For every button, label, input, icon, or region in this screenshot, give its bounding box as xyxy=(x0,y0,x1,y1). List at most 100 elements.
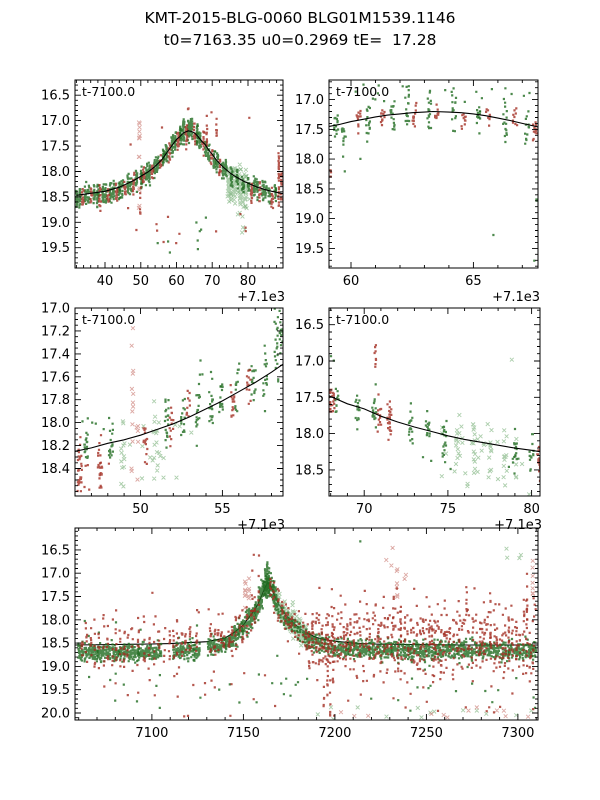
y-tick-label: 18.4 xyxy=(41,462,70,477)
y-tick-label: 17.2 xyxy=(41,324,70,339)
scatter-green-dots xyxy=(508,635,536,662)
y-tick-label: 17.0 xyxy=(295,93,324,108)
y-tick-label: 17.8 xyxy=(41,393,70,408)
x-tick-label: 75 xyxy=(440,502,457,517)
scatter-green-dots xyxy=(367,635,393,664)
figure-title: KMT-2015-BLG-0060 BLG01M1539.1146 xyxy=(144,9,456,27)
panel-top-left: 40 50 60 70 80 16.5 17.0 17.5 18.0 18.5 19.0 19.5 t-… xyxy=(41,79,285,305)
y-tick-label: 19.5 xyxy=(295,242,324,257)
scatter-green-dots xyxy=(320,632,350,659)
y-tick-label: 17.0 xyxy=(41,114,70,129)
x-tick-label: 50 xyxy=(133,274,150,289)
plot-frame xyxy=(328,79,539,269)
plot-frame xyxy=(74,307,284,497)
scatter-red-dots xyxy=(329,344,540,482)
y-tick-label: 20.0 xyxy=(41,707,70,722)
panel-time-offset-label: t-7100.0 xyxy=(82,84,135,99)
panel-time-offset-label: t-7100.0 xyxy=(82,312,135,327)
axis-ticks xyxy=(329,308,540,496)
x-tick-label: 7200 xyxy=(318,726,351,741)
scatter-green-crosses xyxy=(118,399,194,489)
panel-top-right: 60 65 17.0 17.5 18.0 18.5 19.0 19.5 t-7100.0 +7.1… xyxy=(295,79,540,305)
y-tick-label: 17.5 xyxy=(295,391,324,406)
scatter-green-dots xyxy=(158,637,197,663)
plot-frame xyxy=(328,307,541,497)
scatter-green-dots xyxy=(96,639,121,664)
y-tick-label: 19.5 xyxy=(41,241,70,256)
y-tick-label: 18.5 xyxy=(295,463,324,478)
scatter-red-dots xyxy=(399,596,440,684)
scatter-green-dots xyxy=(178,117,199,146)
scatter-red-dots xyxy=(362,595,403,682)
scatter-green-dots xyxy=(410,638,436,664)
scatter-red-dots xyxy=(150,122,221,180)
y-tick-label: 18.0 xyxy=(295,153,324,168)
scatter-green-dots xyxy=(117,169,144,201)
scatter-green-dots xyxy=(95,179,122,209)
model-curve xyxy=(76,130,283,196)
scatter-red-dots xyxy=(76,368,252,493)
x-tick-label: 50 xyxy=(132,502,149,517)
x-tick-label: 7150 xyxy=(227,726,260,741)
x-tick-label: 65 xyxy=(465,274,482,289)
scatter-red-dots xyxy=(436,603,482,683)
scatter-green-dots xyxy=(161,127,183,167)
scatter-green-dots xyxy=(296,622,325,655)
y-tick-label: 17.4 xyxy=(41,347,70,362)
scatter-green-dots xyxy=(333,85,482,146)
x-tick-label: 60 xyxy=(168,274,185,289)
model-curve xyxy=(75,363,283,452)
scatter-green-dots xyxy=(457,636,483,665)
x-tick-label: 70 xyxy=(356,502,373,517)
y-tick-label: 17.5 xyxy=(295,123,324,138)
x-tick-label: 7100 xyxy=(135,726,168,741)
x-tick-label: 40 xyxy=(97,274,114,289)
scatter-green-crosses xyxy=(504,546,522,561)
axis-ticks xyxy=(74,307,283,496)
y-tick-label: 17.0 xyxy=(41,567,70,582)
y-tick-label: 19.0 xyxy=(41,660,70,675)
y-tick-label: 17.5 xyxy=(41,590,70,605)
panel-mid-right: 70 75 80 16.5 17.0 17.5 18.0 18.5 t-7100.0 +7.1e3 xyxy=(295,307,542,533)
y-tick-label: 19.0 xyxy=(41,216,70,231)
y-tick-label: 17.0 xyxy=(295,355,324,370)
y-tick-label: 18.2 xyxy=(41,439,70,454)
plot-frame xyxy=(74,79,284,269)
y-tick-label: 19.0 xyxy=(295,212,324,227)
scatter-green-dots xyxy=(346,637,372,661)
axis-offset-label: +7.1e3 xyxy=(494,518,542,533)
scatter-green-dots xyxy=(241,604,257,640)
axis-offset-label: +7.1e3 xyxy=(237,290,285,305)
scatter-green-dots xyxy=(77,640,99,663)
scatter-green-dots xyxy=(389,638,414,665)
scatter-red-dots xyxy=(329,101,538,178)
axis-ticks xyxy=(329,80,538,268)
scatter-red-dots xyxy=(103,572,536,718)
scatter-green-dots xyxy=(214,150,245,194)
x-tick-label: 7250 xyxy=(410,726,443,741)
plot-frame xyxy=(74,527,539,721)
scatter-green-dots xyxy=(432,638,460,662)
scatter-green-dots xyxy=(329,355,535,472)
scatter-green-crosses xyxy=(439,357,532,496)
figure-subtitle: t0=7163.35 u0=0.2969 tE= 17.28 xyxy=(163,31,437,49)
scatter-red-dots xyxy=(219,574,288,658)
scatter-red-dots xyxy=(284,586,329,666)
x-tick-label: 7300 xyxy=(501,726,534,741)
y-tick-label: 16.5 xyxy=(41,89,70,104)
x-tick-label: 55 xyxy=(214,502,231,517)
scatter-red-crosses xyxy=(242,545,536,720)
panel-time-offset-label: t-7100.0 xyxy=(336,312,389,327)
scatter-green-dots xyxy=(192,632,227,662)
axis-ticks xyxy=(75,79,283,268)
y-tick-label: 17.5 xyxy=(41,140,70,155)
model-curve xyxy=(329,395,540,453)
y-tick-label: 17.6 xyxy=(41,370,70,385)
axis-offset-label: +7.1e3 xyxy=(237,518,285,533)
y-tick-label: 19.5 xyxy=(41,683,70,698)
scatter-red-dots xyxy=(147,609,223,682)
x-tick-label: 70 xyxy=(204,274,221,289)
